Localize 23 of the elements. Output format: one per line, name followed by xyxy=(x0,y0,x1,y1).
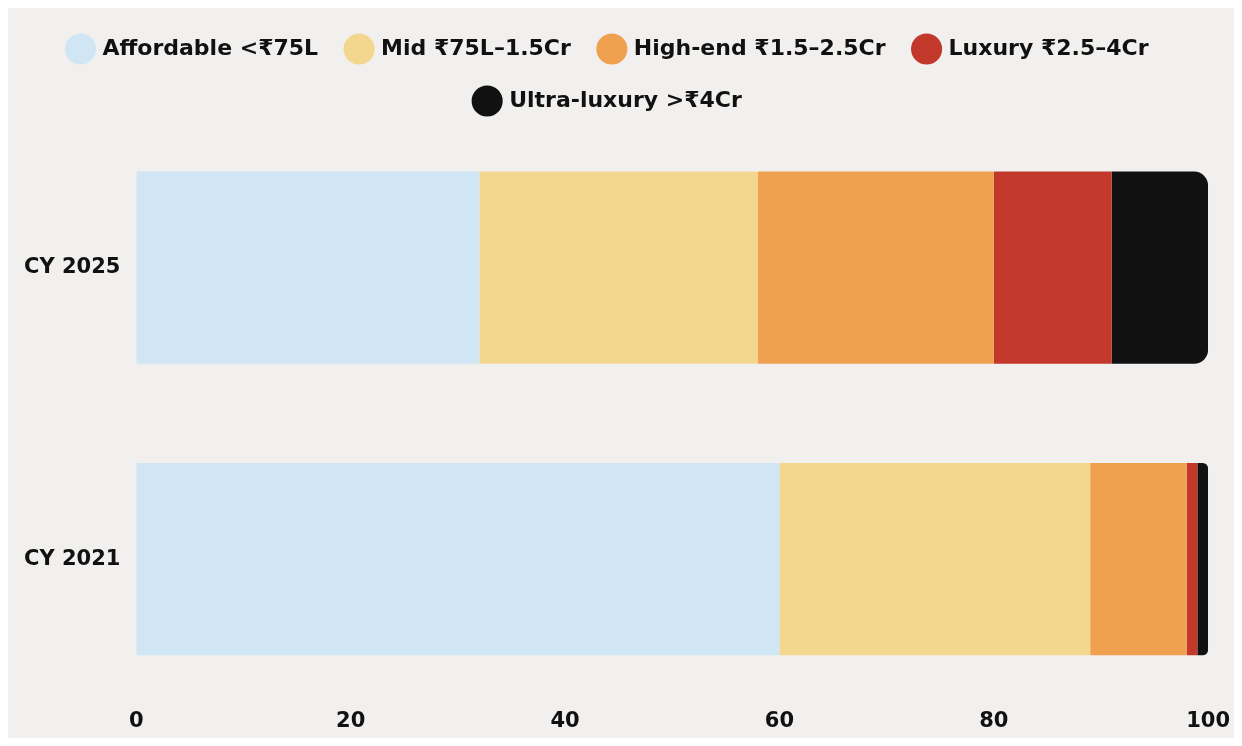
legend-label: High-end ₹1.5–2.5Cr xyxy=(633,34,886,60)
y-tick-label: CY 2021 xyxy=(23,545,121,570)
x-tick-label: 80 xyxy=(979,707,1009,732)
bar xyxy=(1090,462,1187,656)
bar xyxy=(1197,462,1209,656)
bar xyxy=(136,171,480,364)
bar xyxy=(1111,171,1209,364)
x-tick-label: 40 xyxy=(550,707,580,732)
x-tick-label: 60 xyxy=(764,707,795,732)
x-tick-label: 100 xyxy=(1186,707,1230,732)
bar xyxy=(1186,462,1198,656)
bar xyxy=(136,462,780,656)
bar xyxy=(479,171,758,364)
x-tick-label: 20 xyxy=(336,707,366,732)
bar xyxy=(993,171,1112,364)
legend-label: Affordable <₹75L xyxy=(102,34,319,60)
bar xyxy=(757,171,994,364)
legend-label: Luxury ₹2.5–4Cr xyxy=(948,34,1149,60)
legend-label: Mid ₹75L–1.5Cr xyxy=(381,34,571,60)
bar xyxy=(779,462,1091,656)
y-tick-label: CY 2025 xyxy=(23,254,121,279)
x-tick-label: 0 xyxy=(129,707,144,732)
legend-label: Ultra-luxury >₹4Cr xyxy=(509,86,742,112)
